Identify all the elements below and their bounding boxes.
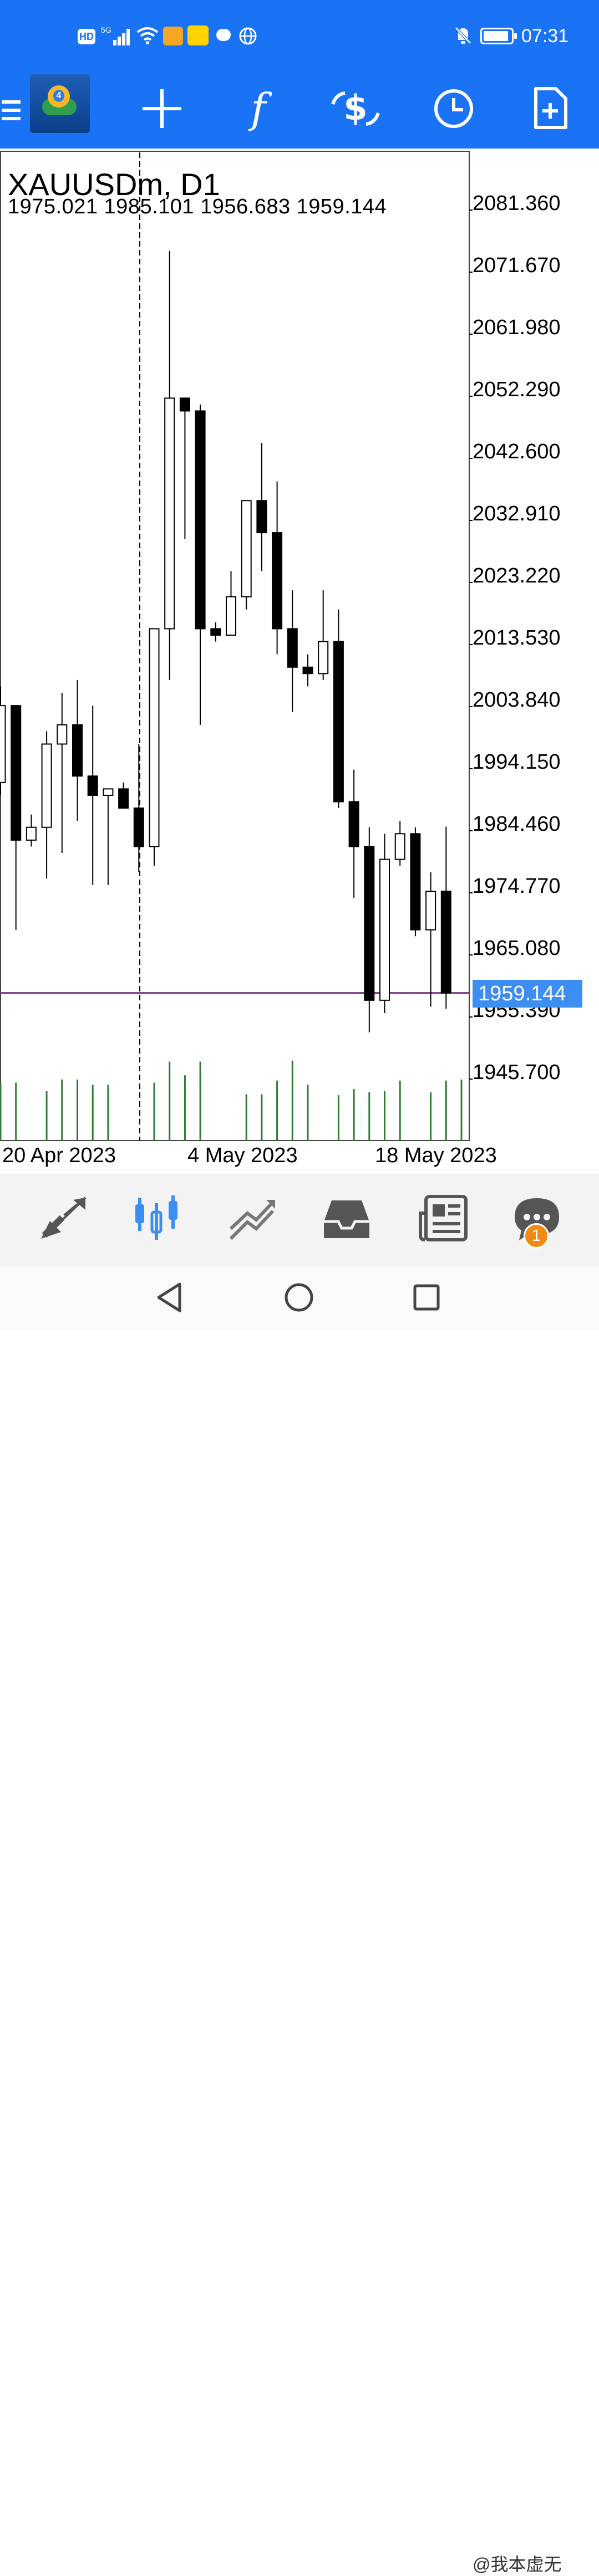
bull-candle xyxy=(379,858,390,1001)
bear-candle xyxy=(333,641,344,803)
bull-candle xyxy=(57,724,68,745)
bear-candle xyxy=(287,628,298,668)
weather-icon xyxy=(216,29,231,41)
timeframe-icon xyxy=(434,89,473,128)
bull-candle xyxy=(425,891,436,931)
bull-candle xyxy=(394,833,405,860)
crosshair-icon xyxy=(143,89,181,128)
back-icon xyxy=(157,1282,181,1312)
message-badge: 1 xyxy=(524,1223,549,1249)
svg-text:$: $ xyxy=(343,88,367,128)
bull-candle xyxy=(41,743,52,828)
bear-candle xyxy=(133,807,144,847)
home-icon xyxy=(285,1283,313,1312)
chart-tab[interactable] xyxy=(126,1187,187,1248)
bull-candle xyxy=(226,596,236,636)
bear-candle xyxy=(440,891,451,994)
bear-candle xyxy=(11,705,22,841)
price-scale-label: 1994.150 xyxy=(473,750,561,774)
bear-candle xyxy=(348,801,359,847)
wifi-icon xyxy=(136,27,159,44)
price-scale-label: 2032.910 xyxy=(473,502,561,525)
chart-ohlc-values: 1975.021 1985.101 1956.683 1959.144 xyxy=(8,195,387,218)
price-scale-label: 2081.360 xyxy=(473,192,561,215)
price-scale-label: 1984.460 xyxy=(473,812,561,836)
chart-frame xyxy=(0,151,470,1141)
timeframe-button[interactable] xyxy=(430,85,477,132)
history-tab[interactable] xyxy=(316,1189,377,1250)
trade-button[interactable]: $ xyxy=(329,85,382,132)
status-bar: HD 5G 07:31 xyxy=(0,0,599,72)
bear-candle xyxy=(364,846,375,1001)
mute-bell-icon xyxy=(455,27,471,44)
price-scale-label: 2013.530 xyxy=(473,626,561,650)
quotes-tab[interactable] xyxy=(33,1191,94,1246)
indicators-button[interactable]: f xyxy=(235,85,282,132)
recents-button[interactable] xyxy=(407,1278,446,1317)
trade-icon xyxy=(229,1199,276,1240)
price-scale-label: 2061.980 xyxy=(473,316,561,339)
menu-button[interactable] xyxy=(0,91,22,130)
news-tab[interactable] xyxy=(413,1188,474,1249)
watermark-text: @我本虚无 xyxy=(473,2554,562,2574)
bear-candle xyxy=(210,628,221,636)
news-icon xyxy=(419,1195,468,1241)
recents-icon xyxy=(413,1284,440,1311)
bear-candle xyxy=(179,397,190,412)
bull-candle xyxy=(103,788,114,796)
current-price-label: 1959.144 xyxy=(473,980,582,1008)
price-scale-label: 2023.220 xyxy=(473,564,561,587)
hd-indicator: HD xyxy=(78,29,95,44)
bear-candle xyxy=(256,500,267,534)
chart-icon xyxy=(135,1195,177,1240)
system-navigation-bar: @我本虚无 xyxy=(0,1266,599,2574)
bear-candle xyxy=(195,410,206,630)
price-scale-label: 1965.080 xyxy=(473,937,561,960)
quotes-icon xyxy=(41,1197,87,1239)
home-button[interactable] xyxy=(280,1278,318,1317)
signal-icon: 5G xyxy=(101,25,132,45)
messages-tab[interactable]: 1 xyxy=(507,1187,568,1253)
price-scale-label: 2042.600 xyxy=(473,440,561,463)
bull-candle xyxy=(164,397,175,630)
bull-candle xyxy=(318,641,329,674)
new-order-icon xyxy=(534,87,567,129)
bear-candle xyxy=(302,666,313,674)
chart-symbol-title: XAUUSDm, D1 xyxy=(8,167,220,202)
clock-time: 07:31 xyxy=(521,25,569,47)
bull-candle xyxy=(26,826,37,841)
price-scale-label: 2071.670 xyxy=(473,254,561,277)
bull-candle xyxy=(241,500,252,597)
trade-tab[interactable] xyxy=(222,1189,283,1250)
history-icon xyxy=(324,1200,369,1238)
bear-candle xyxy=(118,788,129,809)
price-scale-label: 2052.290 xyxy=(473,378,561,401)
bull-candle xyxy=(0,705,6,783)
price-scale-label: 1945.700 xyxy=(473,1061,561,1084)
price-scale-label: 2003.840 xyxy=(473,688,561,712)
bear-candle xyxy=(410,833,421,931)
globe-icon xyxy=(239,27,257,45)
bear-candle xyxy=(272,532,283,630)
back-button[interactable] xyxy=(150,1278,189,1317)
mt4-logo[interactable]: 4 xyxy=(30,74,90,133)
indicators-icon: f xyxy=(251,85,266,132)
crosshair-button[interactable] xyxy=(139,85,185,132)
bear-candle xyxy=(72,724,83,777)
bull-candle xyxy=(149,628,160,847)
new-order-button[interactable] xyxy=(527,83,573,133)
date-label: 20 Apr 2023 xyxy=(2,1144,116,1167)
top-toolbar: 4 f $ xyxy=(0,72,599,149)
trade-icon: $ xyxy=(331,88,380,128)
bottom-navigation: 1 xyxy=(0,1174,599,1266)
candlestick-chart[interactable] xyxy=(0,150,599,1175)
bear-candle xyxy=(87,775,98,796)
app-notification-icon xyxy=(187,25,209,45)
menu-icon xyxy=(2,100,21,120)
price-scale-label: 1974.770 xyxy=(473,875,561,898)
date-label: 4 May 2023 xyxy=(187,1144,298,1167)
battery-icon xyxy=(480,28,517,44)
date-label: 18 May 2023 xyxy=(375,1144,497,1167)
mail-notification-icon xyxy=(163,27,183,45)
